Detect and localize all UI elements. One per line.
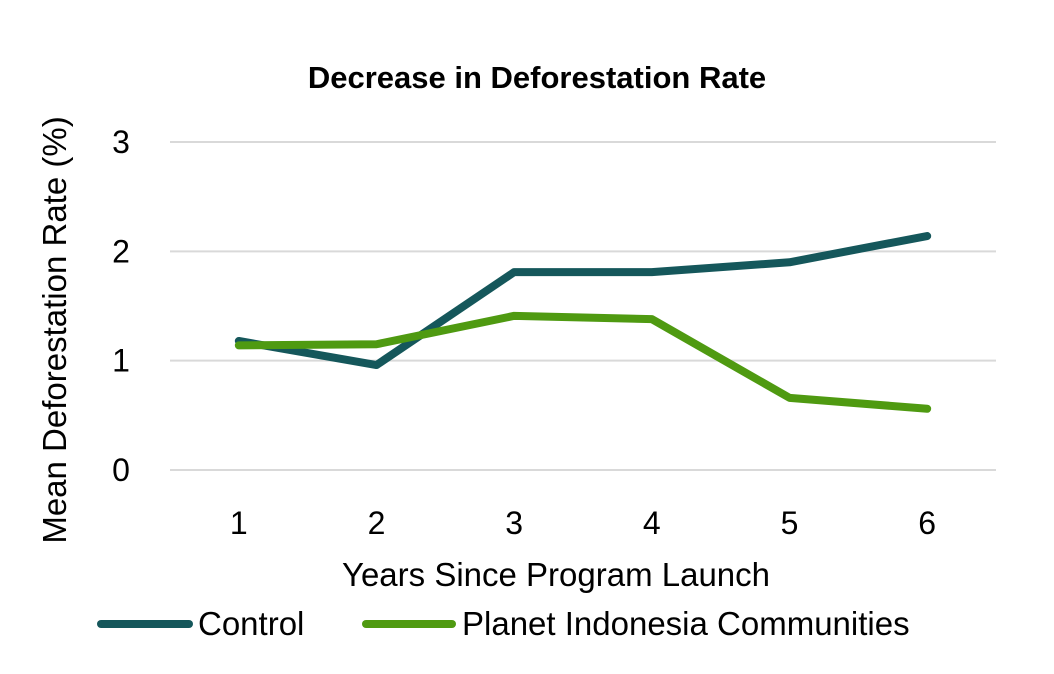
series-line-control	[234, 232, 932, 370]
legend: Control Planet Indonesia Communities	[97, 605, 910, 642]
legend-label-planet-indonesia-communities: Planet Indonesia Communities	[462, 605, 910, 642]
legend-label-control: Control	[198, 605, 304, 642]
series-lines	[234, 232, 932, 413]
x-axis-tick-labels: 1 2 3 4 5 6	[230, 505, 936, 541]
chart-title: Decrease in Deforestation Rate	[308, 60, 766, 95]
x-axis-label: Years Since Program Launch	[342, 556, 770, 593]
grid-lines	[170, 141, 996, 471]
y-axis-label: Mean Deforestation Rate (%)	[36, 116, 73, 543]
y-tick-label: 2	[112, 233, 130, 269]
x-tick-label: 1	[230, 505, 248, 541]
x-tick-label: 2	[368, 505, 386, 541]
series-line-planet-indonesia-communities	[234, 311, 932, 413]
x-tick-label: 3	[505, 505, 523, 541]
x-tick-label: 5	[781, 505, 799, 541]
y-axis-tick-labels: 0 1 2 3	[112, 124, 130, 488]
y-tick-label: 0	[112, 452, 130, 488]
y-tick-label: 1	[112, 343, 130, 379]
x-tick-label: 4	[643, 505, 661, 541]
x-tick-label: 6	[918, 505, 936, 541]
y-tick-label: 3	[112, 124, 130, 160]
